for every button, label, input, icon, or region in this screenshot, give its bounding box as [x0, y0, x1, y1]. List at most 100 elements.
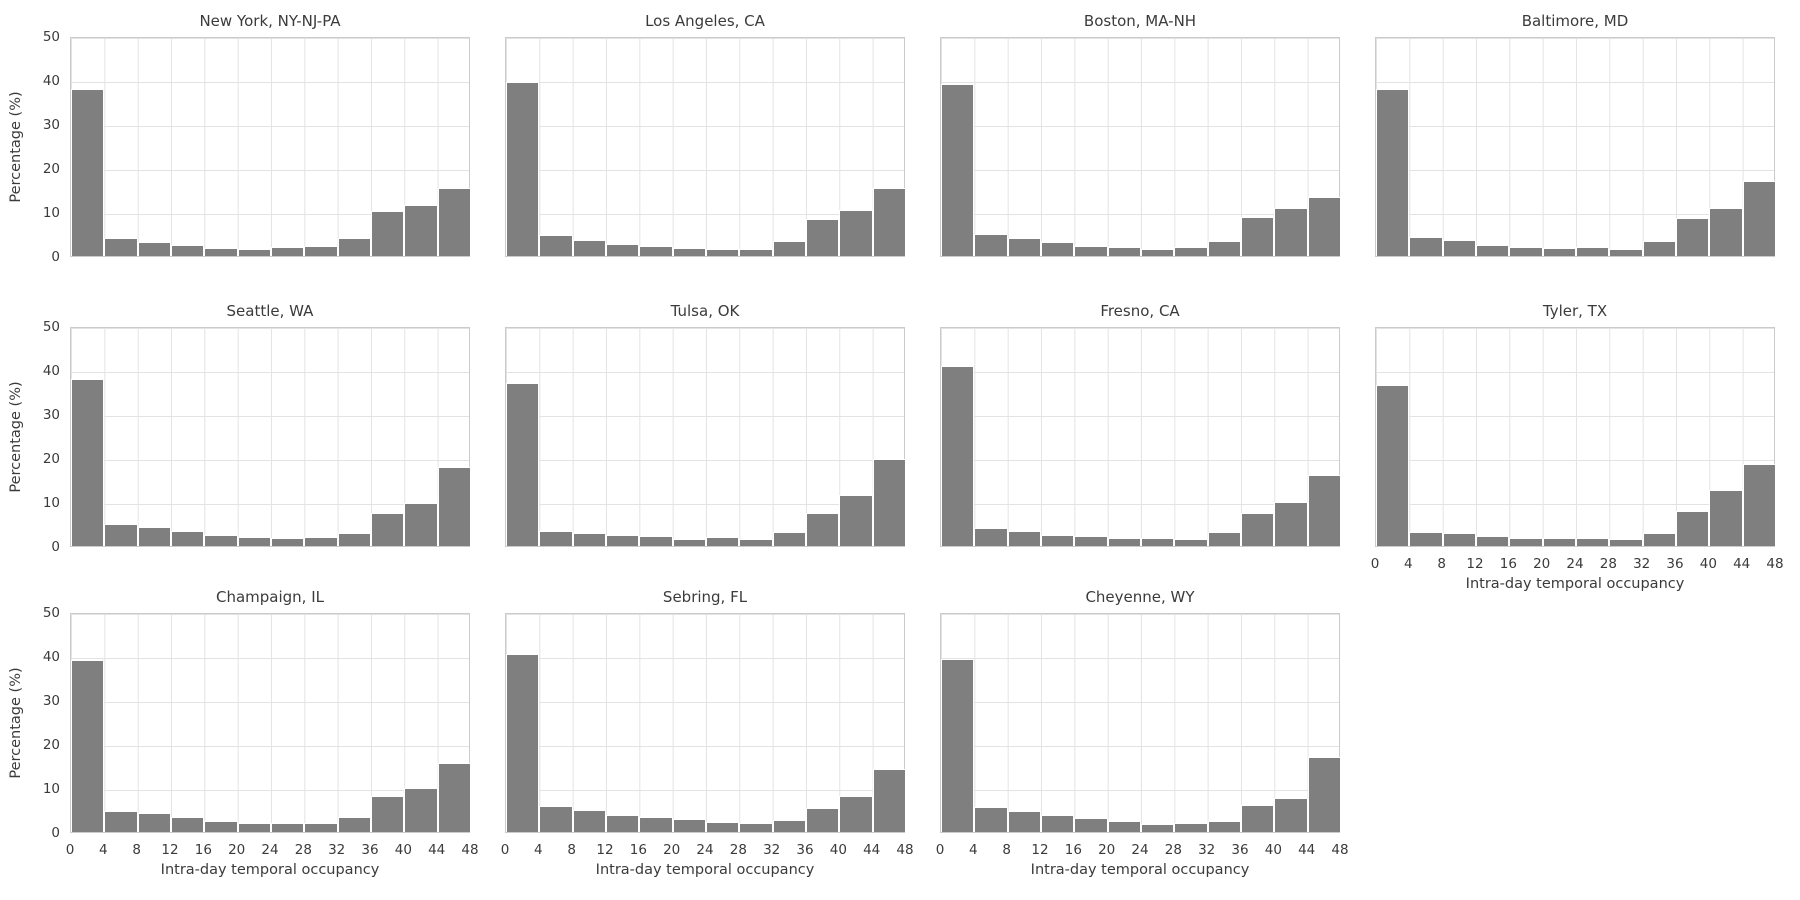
histogram-bar: [1442, 533, 1476, 546]
x-tick-label: 32: [328, 842, 346, 858]
histogram-bar: [606, 534, 640, 546]
x-tick-label: 20: [663, 842, 681, 858]
y-tick-label: 20: [42, 737, 60, 753]
histogram-bar: [572, 239, 606, 256]
x-tick-label: 48: [1331, 842, 1349, 858]
histogram-bar: [1174, 246, 1208, 256]
histogram-bar: [941, 84, 975, 256]
x-tick-label: 32: [1633, 556, 1651, 572]
histogram-bar: [941, 659, 975, 832]
x-tick-label: 0: [1370, 556, 1380, 572]
x-tick-label: 12: [596, 842, 614, 858]
x-tick-label: 16: [1064, 842, 1082, 858]
x-tick-label: 44: [1298, 842, 1316, 858]
x-axis-label: Intra-day temporal occupancy: [160, 862, 380, 878]
histogram-bar: [404, 787, 438, 832]
histogram-bar: [1576, 537, 1610, 546]
histogram-bar: [1207, 241, 1241, 256]
histogram-bar: [1709, 207, 1743, 256]
histogram-bar: [237, 537, 271, 546]
histogram-bar: [204, 247, 238, 256]
x-tick-label: 32: [1198, 842, 1216, 858]
histogram-bar: [337, 817, 371, 832]
x-tick-label: 4: [99, 842, 108, 858]
x-tick-label: 48: [896, 842, 914, 858]
histogram-bar: [71, 378, 105, 546]
x-tick-label: 12: [161, 842, 179, 858]
histogram-bar: [974, 528, 1008, 546]
x-tick-label: 20: [228, 842, 246, 858]
histogram-bar: [672, 818, 706, 832]
x-tick-label: 16: [629, 842, 647, 858]
x-tick-label: 8: [1437, 556, 1446, 572]
y-axis-label: Percentage (%): [8, 667, 24, 779]
histogram-bar: [337, 533, 371, 546]
histogram-bar: [839, 495, 873, 546]
histogram-bar: [1476, 245, 1510, 256]
subplot-title: Sebring, FL: [662, 588, 748, 606]
histogram-bar: [371, 211, 405, 256]
y-tick-label: 10: [42, 495, 60, 511]
y-tick-label: 30: [42, 117, 60, 133]
histogram-bar: [237, 248, 271, 256]
x-tick-label: 20: [1533, 556, 1551, 572]
histogram-bar: [1107, 537, 1141, 546]
histogram-bar: [974, 807, 1008, 832]
subplot-title: New York, NY-NJ-PA: [199, 12, 341, 30]
histogram-bar: [1376, 88, 1410, 256]
histogram-bar: [1141, 537, 1175, 546]
histogram-bar: [237, 822, 271, 832]
histogram-bar: [171, 245, 205, 256]
x-tick-label: 16: [194, 842, 212, 858]
y-axis-label: Percentage (%): [8, 381, 24, 493]
histogram-bar: [506, 654, 540, 832]
histogram-bar: [1274, 208, 1308, 256]
x-tick-label: 24: [1131, 842, 1149, 858]
x-tick-label: 0: [935, 842, 945, 858]
histogram-bar: [1007, 810, 1041, 832]
histogram-bar: [606, 815, 640, 832]
histogram-bar: [271, 822, 305, 832]
histogram-bar: [1476, 535, 1510, 546]
histogram-bar: [872, 768, 906, 832]
histogram-bar: [1509, 246, 1543, 256]
histogram-bar: [104, 523, 138, 546]
histogram-bar: [171, 531, 205, 546]
histogram-bar: [1007, 531, 1041, 546]
histogram-bar: [304, 245, 338, 256]
x-tick-label: 40: [1699, 556, 1717, 572]
histogram-bar: [1141, 248, 1175, 256]
x-tick-label: 4: [534, 842, 543, 858]
histogram-bar: [1307, 475, 1341, 546]
histogram-bar: [872, 187, 906, 256]
histogram-bar: [1274, 797, 1308, 832]
x-tick-label: 28: [729, 842, 747, 858]
x-tick-label: 28: [1599, 556, 1617, 572]
subplot-title: Tulsa, OK: [670, 302, 740, 320]
histogram-bar: [572, 532, 606, 546]
x-tick-label: 28: [1164, 842, 1182, 858]
histogram-bar: [1307, 757, 1341, 832]
histogram-bar: [104, 810, 138, 832]
plot-area: [70, 37, 471, 257]
y-tick-label: 10: [42, 205, 60, 221]
histogram-bar: [1207, 532, 1241, 546]
x-axis-label: Intra-day temporal occupancy: [1465, 576, 1685, 592]
histogram-bar: [1409, 236, 1443, 256]
histogram-bar: [1041, 814, 1075, 832]
x-tick-label: 36: [796, 842, 814, 858]
x-tick-label: 44: [1733, 556, 1751, 572]
y-axis-label: Percentage (%): [8, 91, 24, 203]
histogram-bar: [204, 820, 238, 832]
plot-area: [1375, 37, 1776, 257]
histogram-bar: [606, 244, 640, 256]
histogram-bar: [437, 763, 471, 832]
x-tick-label: 4: [1404, 556, 1413, 572]
x-tick-label: 48: [1766, 556, 1784, 572]
subplot-title: Boston, MA-NH: [1083, 12, 1197, 30]
histogram-bar: [672, 247, 706, 256]
histogram-bar: [639, 535, 673, 546]
x-tick-label: 4: [969, 842, 978, 858]
histogram-bar: [839, 210, 873, 256]
